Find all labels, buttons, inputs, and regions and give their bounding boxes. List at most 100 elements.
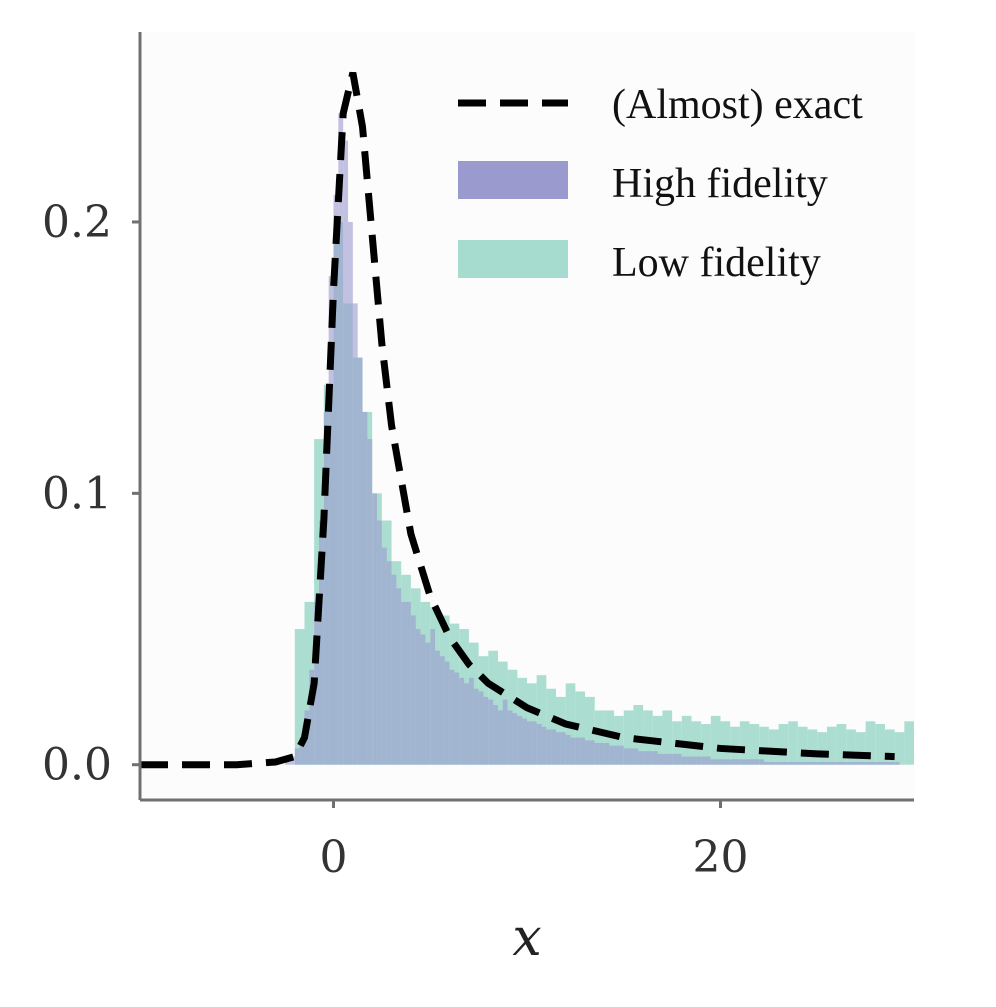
low-fidelity-bar [749, 724, 760, 765]
low-fidelity-bar [807, 729, 818, 765]
y-tick-label: 0.1 [42, 468, 112, 519]
low-fidelity-bar [294, 629, 305, 765]
high-fidelity-bar [788, 762, 794, 765]
high-fidelity-bar [415, 629, 421, 765]
high-fidelity-bar [357, 357, 363, 765]
high-fidelity-bar [662, 753, 668, 765]
high-fidelity-bar [638, 751, 644, 765]
high-fidelity-bar [367, 439, 373, 765]
high-fidelity-bar [783, 762, 789, 765]
high-fidelity-bar [793, 762, 798, 765]
high-fidelity-bar [570, 737, 576, 765]
high-fidelity-bar [502, 699, 508, 765]
high-fidelity-bar [807, 762, 813, 765]
high-fidelity-bar [575, 737, 581, 765]
x-axis-label: x [512, 908, 541, 968]
high-fidelity-bar [478, 691, 484, 765]
high-fidelity-bar [686, 756, 692, 765]
high-fidelity-bar [880, 762, 885, 765]
high-fidelity-bar [328, 276, 334, 765]
low-fidelity-bar [730, 726, 740, 765]
high-fidelity-bar [343, 140, 349, 765]
x-tick-label: 0 [320, 832, 348, 883]
high-fidelity-bar [768, 762, 774, 765]
high-fidelity-bar [594, 743, 600, 765]
y-tick-label: 0.0 [42, 740, 112, 791]
high-fidelity-bar [676, 753, 682, 765]
high-fidelity-bar [483, 696, 489, 765]
high-fidelity-bar [449, 669, 455, 765]
high-fidelity-bar [401, 601, 407, 765]
high-fidelity-bar [691, 756, 697, 765]
high-fidelity-bar [560, 732, 566, 765]
high-fidelity-bar [822, 762, 827, 765]
high-fidelity-bar [386, 561, 392, 765]
y-axis-ticks: 0.0 0.1 0.2 [42, 197, 140, 791]
high-fidelity-bar [309, 669, 315, 765]
high-fidelity-bar [764, 762, 769, 765]
high-fidelity-bar [652, 751, 658, 765]
high-fidelity-bar [614, 745, 619, 765]
legend-low-fidelity-swatch [458, 240, 568, 278]
high-fidelity-bar [618, 745, 624, 765]
high-fidelity-bar [855, 762, 861, 765]
exact-density-line [140, 71, 895, 769]
high-fidelity-bar [759, 759, 765, 765]
low-fidelity-bar [884, 729, 895, 765]
low-fidelity-bar [585, 696, 595, 765]
x-tick-label: 20 [693, 832, 749, 883]
high-fidelity-bar [705, 756, 711, 765]
low-fidelity-bar [894, 732, 905, 765]
legend-exact-label: (Almost) exact [612, 82, 863, 128]
low-fidelity-bar [681, 715, 692, 765]
high-fidelity-bar [362, 411, 368, 765]
x-axis-ticks: 0 20 [320, 800, 749, 883]
high-fidelity-bar [333, 194, 339, 765]
high-fidelity-bar [657, 753, 663, 765]
high-fidelity-bar [599, 743, 605, 765]
high-fidelity-bar [493, 705, 498, 765]
plot-background [140, 32, 914, 800]
high-fidelity-bar [551, 729, 557, 765]
high-fidelity-bar [623, 748, 629, 765]
high-fidelity-bar [444, 661, 450, 765]
high-fidelity-bar [459, 677, 465, 765]
high-fidelity-bar [672, 753, 677, 765]
high-fidelity-bar [348, 221, 353, 765]
high-fidelity-bar [381, 547, 387, 765]
high-fidelity-bar [889, 762, 895, 765]
high-fidelity-bar [826, 762, 832, 765]
high-fidelity-bar [817, 762, 823, 765]
high-fidelity-bar [725, 759, 731, 765]
low-fidelity-bar [536, 675, 547, 765]
high-fidelity-bar [643, 751, 648, 765]
low-fidelity-bar [826, 726, 837, 765]
high-fidelity-bar [512, 713, 518, 765]
low-fidelity-bar [575, 691, 586, 765]
high-fidelity-bar [527, 721, 532, 765]
high-fidelity-bar [812, 762, 818, 765]
high-fidelity-bar [585, 740, 590, 765]
low-fidelity-bar [662, 710, 673, 765]
high-fidelity-bar [846, 762, 852, 765]
high-fidelity-bar [628, 748, 634, 765]
high-fidelity-bar [377, 520, 382, 765]
high-fidelity-bar [565, 734, 571, 765]
low-fidelity-bar [778, 724, 789, 765]
low-fidelity-bar [720, 721, 731, 765]
low-fidelity-bar [768, 729, 779, 765]
high-fidelity-bar [681, 756, 687, 765]
low-fidelity-bar [836, 724, 847, 765]
high-fidelity-bar [754, 759, 760, 765]
high-fidelity-bar [884, 762, 890, 765]
high-fidelity-bar [647, 751, 653, 765]
high-fidelity-bar [517, 715, 523, 765]
low-fidelity-bar [846, 729, 856, 765]
high-fidelity-bar [468, 677, 474, 765]
high-fidelity-bar [633, 748, 639, 765]
high-fidelity-bar [420, 634, 426, 765]
high-fidelity-bar [894, 762, 900, 765]
high-fidelity-bar [396, 588, 402, 765]
high-fidelity-bar [372, 493, 378, 765]
high-fidelity-bar [425, 642, 431, 765]
